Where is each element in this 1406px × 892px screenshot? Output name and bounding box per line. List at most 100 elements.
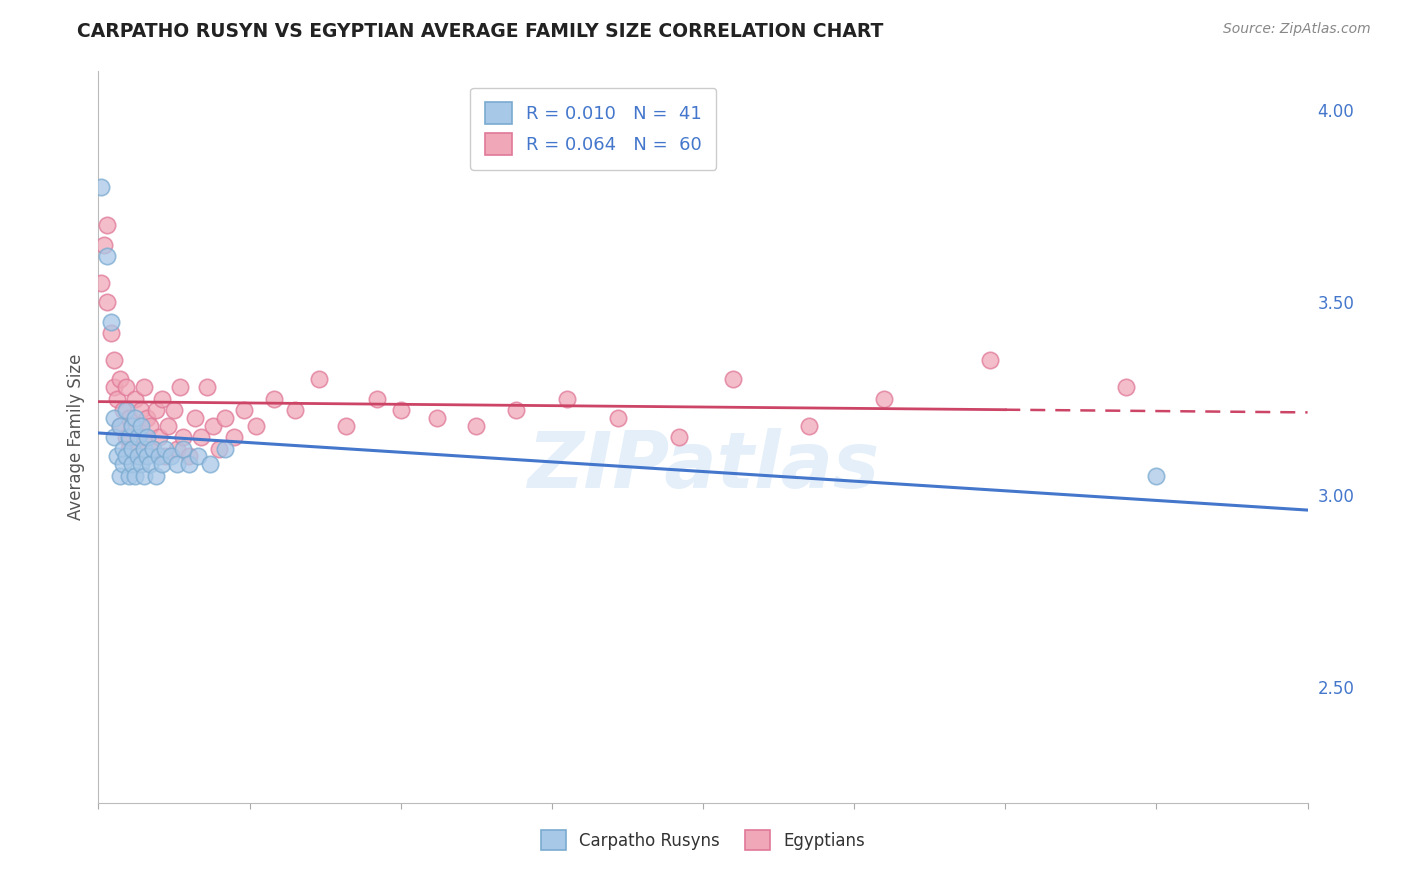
Point <box>129 403 152 417</box>
Point <box>195 380 218 394</box>
Point <box>172 442 194 456</box>
Text: CARPATHO RUSYN VS EGYPTIAN AVERAGE FAMILY SIZE CORRELATION CHART: CARPATHO RUSYN VS EGYPTIAN AVERAGE FAMIL… <box>77 22 884 41</box>
Point <box>114 380 136 394</box>
Point <box>105 450 128 464</box>
Point <box>145 403 167 417</box>
Point <box>103 430 125 444</box>
Point <box>208 442 231 456</box>
Point <box>366 392 388 406</box>
Point <box>160 450 183 464</box>
Point <box>184 410 207 425</box>
Point <box>797 418 820 433</box>
Point <box>93 237 115 252</box>
Point <box>121 418 143 433</box>
Point <box>142 442 165 456</box>
Point <box>263 392 285 406</box>
Point <box>132 442 155 456</box>
Point <box>169 380 191 394</box>
Point <box>245 418 267 433</box>
Point <box>607 410 630 425</box>
Text: Source: ZipAtlas.com: Source: ZipAtlas.com <box>1223 22 1371 37</box>
Point <box>150 457 173 471</box>
Point <box>465 418 488 433</box>
Point <box>96 295 118 310</box>
Point <box>103 410 125 425</box>
Point <box>979 353 1001 368</box>
Point <box>153 442 176 456</box>
Point <box>132 468 155 483</box>
Point <box>127 450 149 464</box>
Point <box>96 249 118 263</box>
Point <box>96 219 118 233</box>
Point <box>118 442 141 456</box>
Point <box>114 430 136 444</box>
Point <box>426 410 449 425</box>
Point <box>127 442 149 456</box>
Point <box>108 418 131 433</box>
Point <box>179 450 201 464</box>
Point <box>172 430 194 444</box>
Point <box>142 442 165 456</box>
Point <box>103 380 125 394</box>
Point <box>105 392 128 406</box>
Point <box>224 430 246 444</box>
Point <box>114 403 136 417</box>
Point <box>187 450 209 464</box>
Point <box>108 418 131 433</box>
Point <box>118 410 141 425</box>
Point <box>723 372 745 386</box>
Point <box>389 403 412 417</box>
Point <box>111 442 134 456</box>
Point <box>190 430 212 444</box>
Point <box>156 418 179 433</box>
Legend: Carpatho Rusyns, Egyptians: Carpatho Rusyns, Egyptians <box>531 820 875 860</box>
Point <box>129 418 152 433</box>
Point <box>135 430 157 444</box>
Point <box>129 457 152 471</box>
Point <box>100 326 122 340</box>
Point <box>179 457 201 471</box>
Point <box>668 430 690 444</box>
Point <box>214 442 236 456</box>
Point <box>111 403 134 417</box>
Point <box>163 403 186 417</box>
Point <box>148 450 170 464</box>
Point <box>114 450 136 464</box>
Point <box>150 392 173 406</box>
Point <box>103 353 125 368</box>
Point <box>166 442 188 456</box>
Point <box>108 468 131 483</box>
Point <box>232 403 254 417</box>
Text: ZIPatlas: ZIPatlas <box>527 428 879 504</box>
Point <box>166 457 188 471</box>
Point <box>132 380 155 394</box>
Point <box>90 179 112 194</box>
Point <box>121 418 143 433</box>
Point <box>124 392 146 406</box>
Point <box>214 410 236 425</box>
Point <box>118 430 141 444</box>
Point <box>139 457 162 471</box>
Point <box>121 457 143 471</box>
Point <box>505 403 527 417</box>
Point <box>124 468 146 483</box>
Point <box>873 392 896 406</box>
Point <box>132 430 155 444</box>
Point <box>139 418 162 433</box>
Point <box>127 430 149 444</box>
Point <box>284 403 307 417</box>
Point <box>308 372 330 386</box>
Point <box>111 457 134 471</box>
Point <box>121 442 143 456</box>
Point <box>90 276 112 290</box>
Point <box>135 450 157 464</box>
Point <box>1144 468 1167 483</box>
Point <box>1115 380 1137 394</box>
Point <box>135 410 157 425</box>
Point <box>148 430 170 444</box>
Point <box>100 315 122 329</box>
Point <box>153 450 176 464</box>
Point <box>124 410 146 425</box>
Point <box>108 372 131 386</box>
Point <box>335 418 357 433</box>
